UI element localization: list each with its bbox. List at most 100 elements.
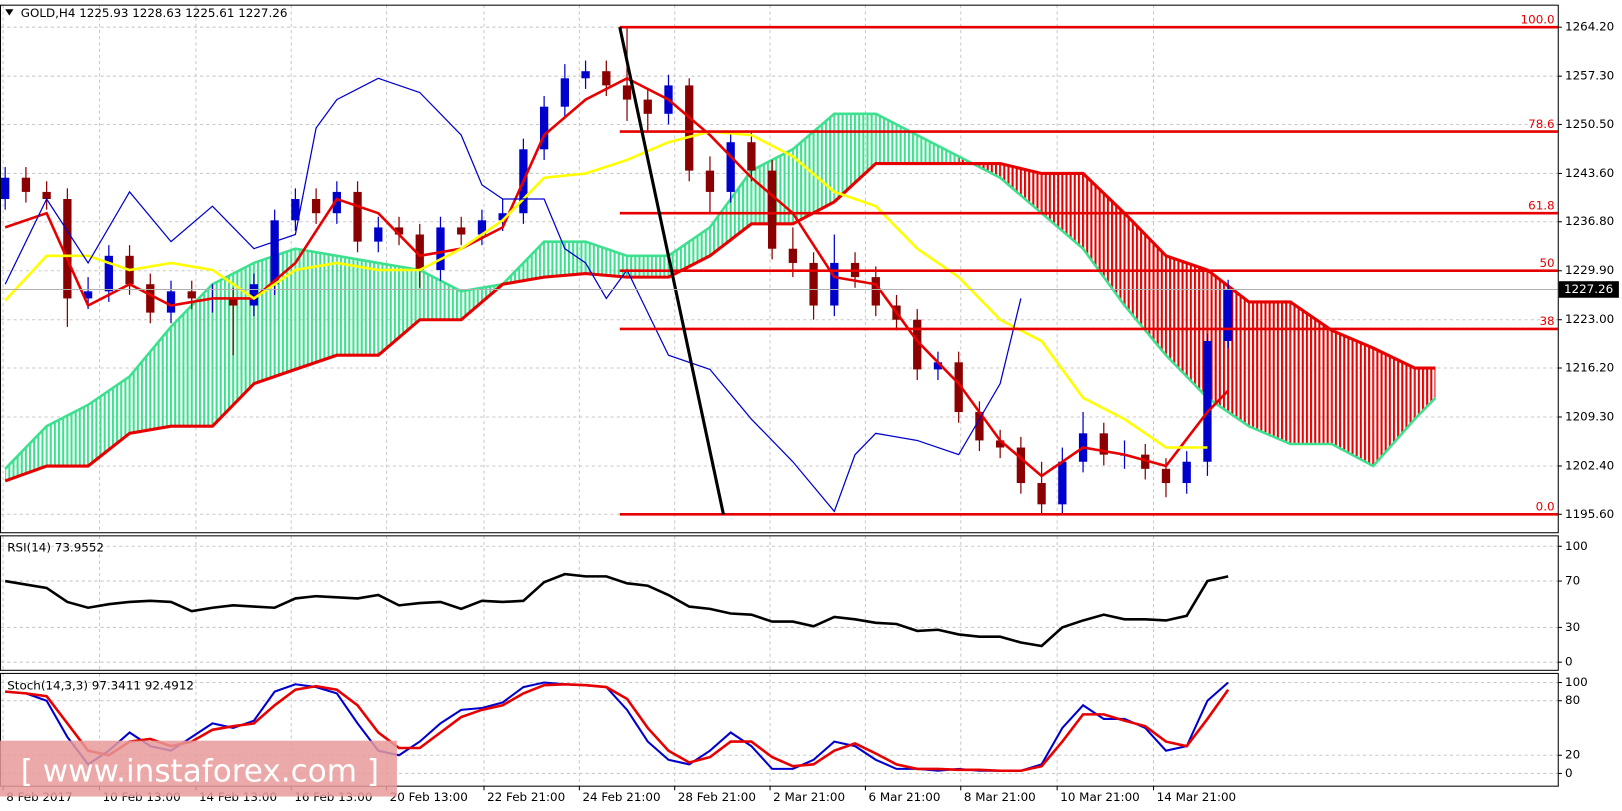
fib-label: 50 — [1539, 256, 1554, 270]
cloud-segment — [1290, 301, 1332, 444]
cloud-segment — [917, 135, 959, 164]
fib-label: 0.0 — [1536, 500, 1555, 514]
cloud-segment — [46, 404, 89, 467]
candle-body — [1161, 468, 1171, 484]
y-tick-label: 1243.60 — [1565, 166, 1614, 180]
candle-body — [871, 277, 880, 306]
y-tick-label: 1229.90 — [1565, 263, 1614, 277]
candle-body — [477, 220, 487, 235]
x-tick-label: 10 Mar 21:00 — [1060, 790, 1139, 804]
y-tick-label: 1223.00 — [1565, 312, 1614, 326]
indicator-line — [4, 130, 1208, 449]
candle-body — [705, 170, 715, 192]
cloud-segment — [834, 113, 876, 202]
candle-body — [747, 142, 756, 171]
x-tick-label: 20 Feb 13:00 — [390, 790, 468, 804]
candle-body — [21, 177, 31, 192]
cloud-segment — [1165, 255, 1208, 398]
cloud-segment — [295, 248, 337, 370]
candle-body — [146, 284, 155, 313]
watermark: [ www.instaforex.com ] — [21, 754, 379, 790]
main-panel-frame — [0, 4, 1559, 534]
candle-body — [788, 248, 798, 263]
x-tick-label: 8 Mar 21:00 — [964, 790, 1036, 804]
series-line — [4, 572, 1229, 648]
candle-body — [539, 106, 549, 150]
y-tick-label: 100 — [1565, 539, 1588, 553]
cloud-segment — [627, 255, 669, 278]
cloud-segment — [419, 269, 462, 320]
candle-body — [1224, 289, 1233, 342]
y-tick-label: 80 — [1565, 693, 1580, 707]
candle-body — [913, 319, 922, 370]
candle-body — [1037, 483, 1046, 505]
y-tick-label: 1202.40 — [1565, 458, 1614, 472]
fib-label: 61.8 — [1528, 198, 1555, 212]
candle-body — [104, 255, 113, 292]
series-line — [5, 682, 1230, 773]
y-tick-label: 0 — [1565, 655, 1573, 669]
y-tick-label: 1264.20 — [1565, 20, 1614, 34]
candle-body — [166, 291, 176, 313]
cloud-segment — [544, 241, 586, 278]
rsi-panel-frame — [0, 535, 1559, 671]
candle-body — [602, 71, 611, 86]
last-price-box — [1558, 281, 1619, 298]
candle-body — [498, 213, 507, 221]
candle-body — [332, 191, 341, 214]
fib-label: 78.6 — [1528, 117, 1555, 131]
candle-body — [767, 170, 777, 249]
candle-body — [996, 440, 1005, 448]
span-b-line — [4, 161, 1436, 483]
candle-body — [809, 262, 818, 306]
y-tick-label: 1250.50 — [1565, 117, 1614, 131]
candle-body — [933, 362, 943, 370]
candle-body — [457, 227, 466, 235]
cloud-segment — [668, 227, 710, 278]
cloud-segment — [585, 241, 628, 278]
y-tick-label: 1236.80 — [1565, 214, 1614, 228]
watermark-box — [0, 740, 397, 797]
candle-body — [353, 191, 362, 242]
candle-body — [1, 177, 10, 200]
last-price-label: 1227.26 — [1564, 282, 1613, 296]
cloud-segment — [171, 284, 213, 427]
cloud-segment — [5, 426, 47, 481]
candle-body — [42, 191, 51, 200]
candle-body — [1099, 433, 1108, 455]
y-tick-label: 1216.20 — [1565, 361, 1614, 375]
cloud-segment — [1373, 348, 1415, 467]
indicator-line — [4, 76, 1230, 478]
chart-title: GOLD,H4 1225.93 1228.63 1225.61 1227.26 — [21, 6, 288, 20]
cloud-segment — [1000, 163, 1042, 214]
stoch-panel-frame — [0, 672, 1559, 787]
candle-body — [685, 85, 694, 171]
cloud-segment — [336, 255, 379, 356]
candle-body — [560, 78, 569, 107]
cloud-segment — [1083, 173, 1125, 306]
fib-label: 100.0 — [1521, 12, 1555, 26]
candle-body — [622, 85, 632, 100]
x-tick-label: 2 Mar 21:00 — [773, 790, 845, 804]
candle-body — [436, 227, 445, 271]
candle-body — [394, 227, 404, 235]
candle-body — [311, 199, 321, 214]
y-tick-label: 30 — [1565, 620, 1580, 634]
cloud-segment — [253, 248, 296, 384]
cloud-segment — [1331, 330, 1374, 467]
candle-body — [63, 199, 72, 299]
candle-body — [249, 284, 259, 306]
cloud-segment — [1124, 213, 1166, 356]
cloud-segment — [1414, 368, 1436, 420]
x-tick-label: 28 Feb 21:00 — [678, 790, 756, 804]
stoch-title: Stoch(14,3,3) 97.3411 92.4912 — [7, 678, 194, 692]
candle-body — [1141, 454, 1150, 469]
candle-body — [187, 291, 196, 299]
trendline — [618, 26, 725, 515]
cloud-segment — [875, 113, 918, 164]
x-tick-label: 24 Feb 21:00 — [582, 790, 660, 804]
candle-body — [415, 234, 424, 271]
candle-body — [83, 291, 93, 299]
